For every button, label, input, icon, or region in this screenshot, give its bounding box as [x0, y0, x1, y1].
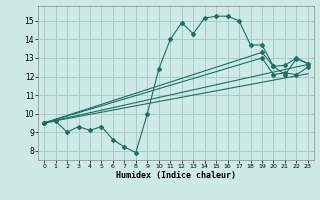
X-axis label: Humidex (Indice chaleur): Humidex (Indice chaleur) [116, 171, 236, 180]
